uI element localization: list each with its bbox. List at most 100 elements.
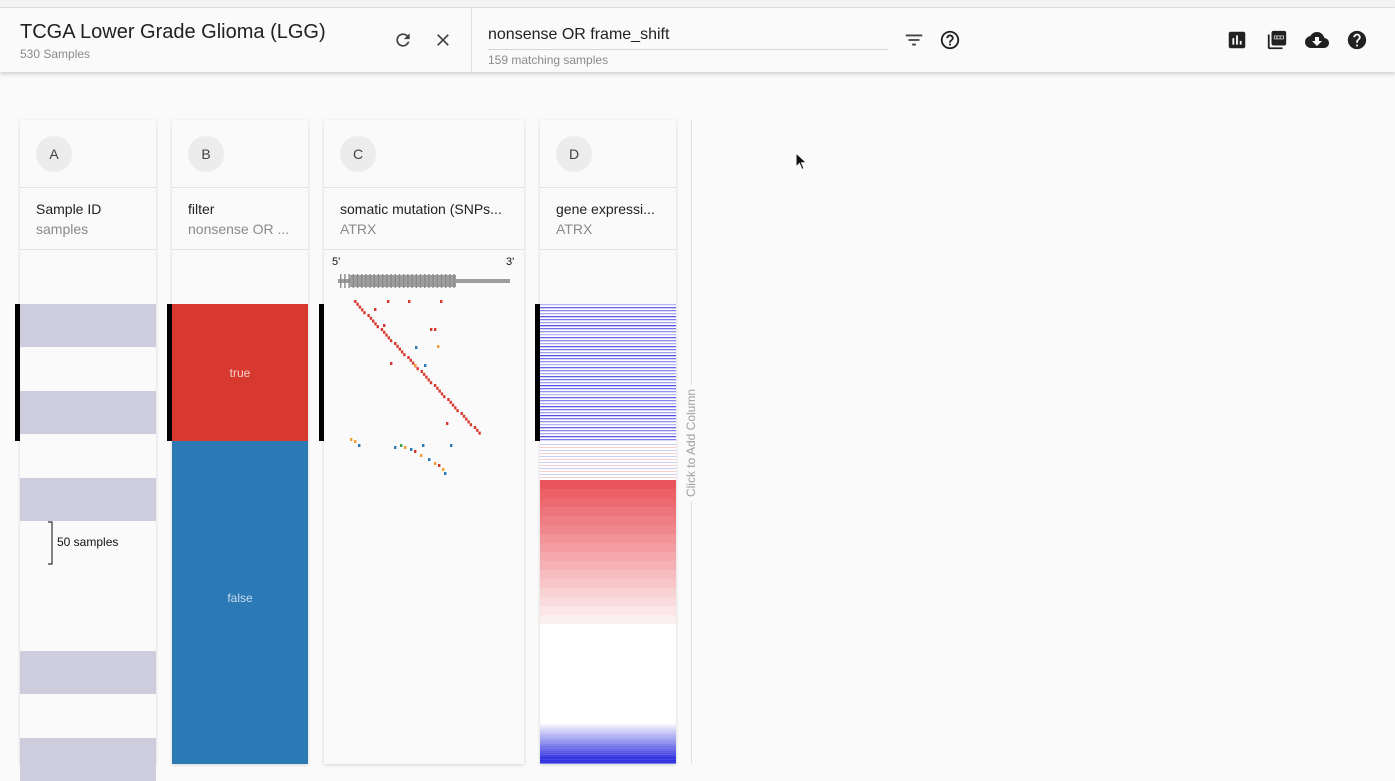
expression-row bbox=[540, 319, 676, 321]
mutation-mark bbox=[414, 364, 417, 367]
expression-row bbox=[540, 367, 676, 369]
mutation-mark bbox=[422, 372, 426, 376]
chart-view-button[interactable] bbox=[1223, 26, 1251, 54]
mutation-mark bbox=[396, 344, 399, 348]
mutation-mark bbox=[383, 330, 386, 334]
expression-row bbox=[540, 459, 676, 460]
column-fields[interactable] bbox=[20, 188, 156, 250]
expression-row bbox=[540, 444, 676, 445]
column-fields[interactable] bbox=[540, 188, 676, 250]
download-button[interactable] bbox=[1303, 26, 1331, 54]
search-input[interactable] bbox=[488, 20, 888, 50]
mutation-mark bbox=[467, 420, 470, 424]
selection-bar-a bbox=[15, 304, 20, 441]
mutation-mark bbox=[437, 345, 440, 348]
search-help-button[interactable] bbox=[936, 26, 964, 54]
expression-row bbox=[540, 570, 676, 579]
cohort-title[interactable]: TCGA Lower Grade Glioma (LGG) bbox=[20, 21, 326, 43]
column-c[interactable]: C somatic mutation (SNPs... ATRX 5' 3' bbox=[324, 120, 524, 764]
selection-bar-b bbox=[167, 304, 172, 441]
mutation-mark bbox=[408, 300, 411, 303]
mutation-mark bbox=[416, 367, 419, 371]
expression-row bbox=[540, 313, 676, 315]
expression-row bbox=[540, 358, 676, 360]
column-a[interactable]: A Sample ID samples 50 samples bbox=[20, 120, 156, 781]
expression-row bbox=[540, 316, 676, 318]
column-d[interactable]: D gene expressi... ATRX bbox=[540, 120, 676, 764]
expression-row bbox=[540, 388, 676, 390]
filter-button[interactable] bbox=[900, 26, 928, 54]
expression-row bbox=[540, 525, 676, 534]
expression-row bbox=[540, 349, 676, 351]
expression-row bbox=[540, 421, 676, 423]
expression-row bbox=[540, 480, 676, 489]
expression-row bbox=[540, 394, 676, 396]
mutation-plot bbox=[350, 300, 481, 475]
gene-exon bbox=[449, 274, 451, 288]
expression-row bbox=[540, 397, 676, 399]
expression-visualization[interactable] bbox=[540, 250, 676, 764]
mutation-mark bbox=[438, 464, 441, 467]
column-b[interactable]: B filter nonsense OR ... true false bbox=[172, 120, 308, 764]
expression-row bbox=[540, 400, 676, 402]
column-letter-badge[interactable]: A bbox=[36, 136, 72, 172]
gene-exon bbox=[436, 274, 438, 288]
expression-row bbox=[540, 450, 676, 451]
expression-row bbox=[540, 730, 676, 733]
column-fields[interactable] bbox=[324, 188, 524, 250]
sample-id-visualization[interactable]: 50 samples bbox=[20, 250, 156, 781]
expression-row bbox=[540, 370, 676, 372]
mutation-mark bbox=[374, 308, 377, 311]
mutation-mark bbox=[440, 392, 444, 396]
mutation-mark bbox=[462, 414, 466, 418]
gene-exon bbox=[453, 274, 455, 288]
mutation-mark bbox=[433, 384, 437, 387]
sample-stripe bbox=[20, 738, 156, 781]
expression-row bbox=[540, 385, 676, 387]
expression-row bbox=[540, 409, 676, 411]
mutation-mark bbox=[367, 314, 370, 317]
expression-row bbox=[540, 471, 676, 472]
column-letter-badge[interactable]: C bbox=[340, 136, 376, 172]
export-pdf-button[interactable] bbox=[1263, 26, 1291, 54]
mutation-mark bbox=[420, 370, 423, 373]
mutation-mark bbox=[403, 353, 406, 357]
filter-true-block[interactable]: true bbox=[172, 304, 308, 441]
column-subtitle: ATRX bbox=[340, 221, 377, 237]
bar-chart-icon bbox=[1228, 31, 1246, 49]
mutation-mark bbox=[387, 300, 390, 303]
mutation-mark bbox=[369, 316, 373, 320]
selection-bar-d bbox=[535, 304, 540, 441]
column-fields[interactable] bbox=[172, 188, 308, 250]
filter-visualization[interactable]: true false bbox=[172, 250, 308, 764]
expression-row bbox=[540, 498, 676, 507]
mutation-visualization[interactable]: 5' 3' bbox=[324, 250, 524, 764]
mutation-mark bbox=[456, 409, 459, 413]
close-button[interactable] bbox=[429, 26, 457, 54]
mutation-mark bbox=[400, 444, 403, 447]
mouse-cursor-icon bbox=[795, 152, 808, 171]
expression-row bbox=[540, 430, 676, 432]
sample-stripe bbox=[20, 651, 156, 695]
filter-false-label: false bbox=[227, 591, 253, 605]
expression-row bbox=[540, 746, 676, 749]
mutation-mark bbox=[447, 398, 450, 401]
column-letter-badge[interactable]: B bbox=[188, 136, 224, 172]
expression-row bbox=[540, 447, 676, 448]
expression-row bbox=[540, 752, 676, 755]
filter-false-block[interactable]: false bbox=[172, 441, 308, 764]
mutation-mark bbox=[434, 328, 437, 331]
refresh-button[interactable] bbox=[389, 26, 417, 54]
mutation-mark bbox=[478, 431, 481, 435]
mutation-mark bbox=[350, 438, 353, 441]
column-letter-badge[interactable]: D bbox=[556, 136, 592, 172]
expression-row bbox=[540, 328, 676, 330]
mutation-mark bbox=[358, 444, 361, 447]
expression-row bbox=[540, 724, 676, 727]
help-button[interactable] bbox=[1343, 26, 1371, 54]
expression-row bbox=[540, 732, 676, 735]
gene-exon bbox=[419, 274, 422, 288]
expression-row bbox=[540, 331, 676, 333]
gene-exon bbox=[348, 274, 350, 288]
add-column-label[interactable]: Click to Add Column bbox=[684, 384, 698, 502]
